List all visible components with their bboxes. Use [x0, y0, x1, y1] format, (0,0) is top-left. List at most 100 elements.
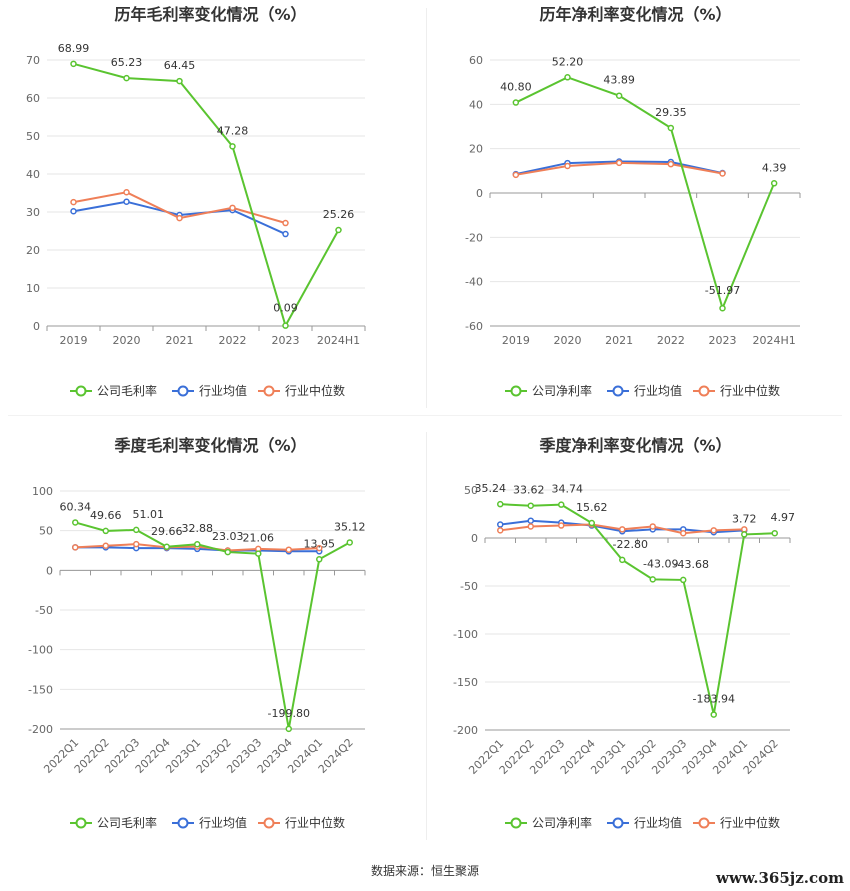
- legend-label: 公司毛利率: [97, 383, 157, 398]
- industry-median-series-point: [72, 544, 79, 551]
- industry-median-series-point: [649, 523, 656, 530]
- legend-label: 行业中位数: [720, 383, 780, 398]
- legend-label: 行业中位数: [285, 383, 345, 398]
- company-series-point: [72, 519, 79, 526]
- legend-item-industry-median-series[interactable]: 行业中位数: [258, 815, 345, 830]
- company-series-point: [163, 543, 170, 551]
- company-series-point: [719, 304, 726, 312]
- data-label: 34.74: [552, 483, 584, 496]
- x-tick-label: 2019: [502, 334, 530, 347]
- legend-item-industry-average-series[interactable]: 行业均值: [607, 815, 682, 830]
- company-series-point: [512, 99, 520, 106]
- industry-median-series-point: [176, 214, 183, 222]
- industry-median-series-point: [615, 159, 623, 167]
- company-series-point: [497, 500, 504, 508]
- x-tick-label: 2023: [272, 334, 300, 347]
- company-series-point: [123, 74, 130, 82]
- company-series-point: [770, 180, 778, 187]
- x-tick-label: 2021: [605, 334, 633, 347]
- company-series-line: [74, 521, 351, 730]
- y-tick-label: 40: [469, 98, 483, 111]
- y-tick-label: -150: [453, 676, 478, 689]
- company-series-point: [176, 77, 183, 85]
- company-series-point: [619, 556, 626, 564]
- chart-annual-gross-margin: 历年毛利率变化情况（%） 0 10 20 30 40 50 60 70 2019 2020 2021 2…: [0, 0, 425, 410]
- y-tick-label: -40: [465, 276, 483, 289]
- legend-marker-icon: [75, 817, 87, 829]
- data-label: 29.66: [151, 525, 183, 538]
- industry-average-series-point: [497, 521, 504, 528]
- industry-median-series-point: [133, 540, 140, 548]
- legend-item-industry-median-series[interactable]: 行业中位数: [693, 383, 780, 398]
- legend-label: 行业均值: [199, 383, 247, 398]
- y-tick-label: 30: [26, 206, 40, 219]
- legend-item-industry-average-series[interactable]: 行业均值: [607, 383, 682, 398]
- industry-median-series-point: [229, 204, 236, 212]
- company-series-point: [527, 502, 534, 509]
- data-label: 29.35: [655, 106, 687, 119]
- x-tick-label: 2024H1: [317, 334, 360, 347]
- legend-item-industry-median-series[interactable]: 行业中位数: [693, 815, 780, 830]
- company-series-point: [102, 527, 109, 535]
- y-tick-label: 0: [476, 187, 483, 200]
- legend-item-industry-average-series[interactable]: 行业均值: [172, 815, 247, 830]
- y-tick-label: 40: [26, 168, 40, 181]
- legend-item-company-series[interactable]: 公司毛利率: [70, 383, 157, 398]
- legend-label: 行业中位数: [285, 815, 345, 830]
- data-label: 40.80: [500, 81, 531, 94]
- data-label: 32.88: [182, 522, 214, 535]
- data-label: 52.20: [552, 55, 584, 68]
- legend-marker-icon: [263, 817, 275, 829]
- legend-item-industry-average-series[interactable]: 行业均值: [172, 383, 247, 398]
- industry-median-series-point: [527, 523, 534, 530]
- x-tick-label: 2019: [60, 334, 88, 347]
- company-series-point: [316, 556, 323, 563]
- chart-svg: 季度毛利率变化情况（%）-200-150-100-500501002022Q12…: [28, 436, 366, 830]
- data-label: -43.68: [674, 558, 709, 571]
- x-tick-label: 2021: [166, 334, 194, 347]
- industry-median-series-point: [564, 162, 571, 170]
- data-label: 68.99: [58, 42, 90, 55]
- industry-median-series-point: [123, 188, 130, 196]
- company-series-point: [346, 539, 353, 546]
- y-tick-label: 50: [26, 130, 40, 143]
- data-label: 35.12: [334, 520, 366, 533]
- y-tick-label: 0: [46, 564, 53, 577]
- legend-item-company-series[interactable]: 公司毛利率: [70, 815, 157, 830]
- company-series-point: [564, 74, 571, 81]
- chart-quarterly-net-margin: 季度净利率变化情况（%） -200 -150 -100 -50 0 50 2022Q1 2022…: [425, 430, 850, 845]
- company-series-point: [255, 550, 262, 557]
- company-series-line: [515, 76, 776, 312]
- horizontal-divider: [8, 415, 842, 416]
- industry-average-series-point: [527, 517, 534, 524]
- company-series-point: [667, 124, 675, 132]
- y-tick-label: 0: [471, 532, 478, 545]
- industry-median-series-point: [667, 160, 675, 168]
- y-tick-label: 70: [26, 54, 40, 67]
- legend-item-company-series[interactable]: 公司净利率: [505, 815, 592, 830]
- data-label: 4.39: [762, 161, 787, 174]
- company-series-point: [615, 92, 623, 99]
- y-tick-label: 0: [33, 320, 40, 333]
- company-series-point: [282, 322, 289, 329]
- y-tick-label: 60: [26, 92, 40, 105]
- legend-label: 行业中位数: [720, 815, 780, 830]
- industry-average-series-point: [70, 207, 77, 215]
- industry-median-series-point: [558, 522, 565, 529]
- legend-item-company-series[interactable]: 公司净利率: [505, 383, 592, 398]
- company-series-point: [771, 529, 778, 537]
- x-tick-label: 2020: [113, 334, 141, 347]
- legend-marker-icon: [612, 817, 624, 829]
- industry-median-series-point: [619, 526, 626, 533]
- company-series-point: [224, 548, 231, 556]
- legend-item-industry-median-series[interactable]: 行业中位数: [258, 383, 345, 398]
- industry-median-series-point: [680, 529, 687, 537]
- y-tick-label: -50: [460, 580, 478, 593]
- company-series-point: [194, 540, 201, 548]
- legend-marker-icon: [612, 385, 624, 397]
- chart-title: 历年净利率变化情况（%）: [539, 5, 731, 24]
- legend-marker-icon: [510, 385, 522, 397]
- company-series-point: [710, 711, 717, 718]
- y-tick-label: 20: [26, 244, 40, 257]
- x-tick-label: 2020: [554, 334, 582, 347]
